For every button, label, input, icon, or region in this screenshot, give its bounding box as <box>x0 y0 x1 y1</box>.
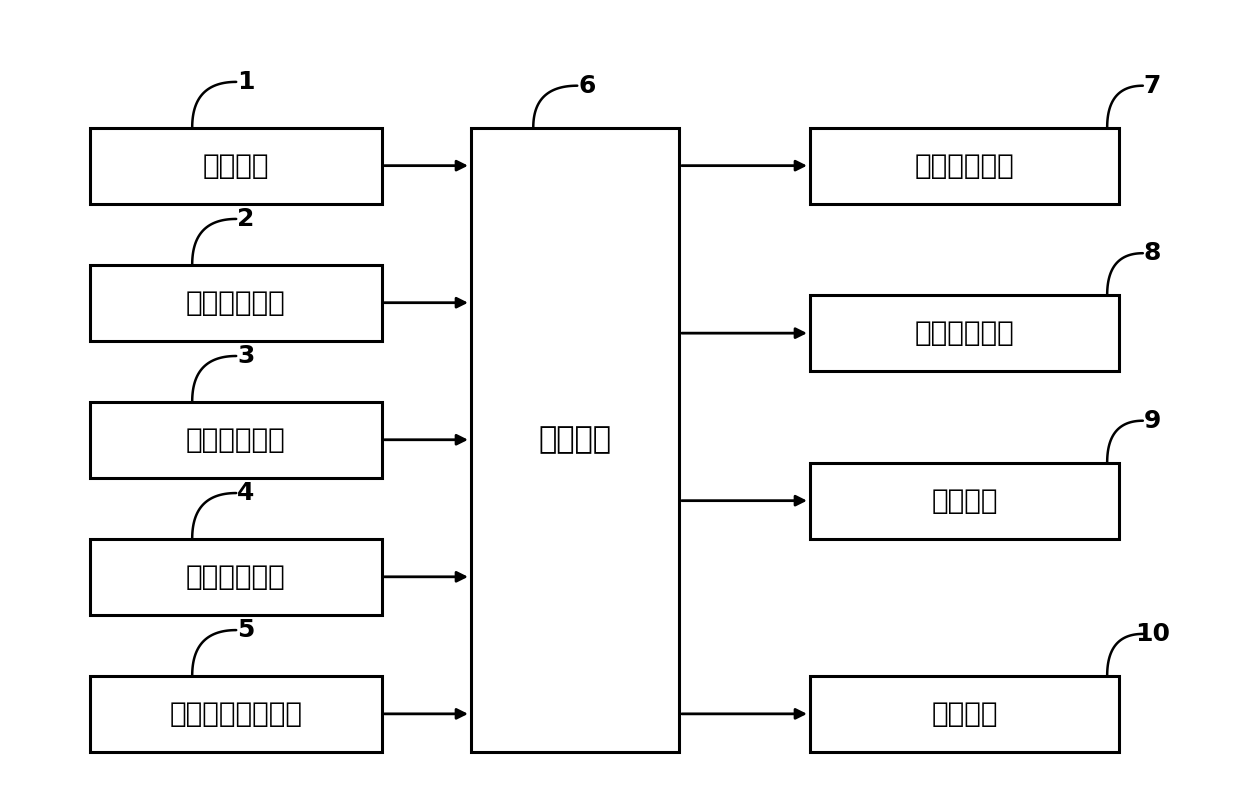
Text: 主控模块: 主控模块 <box>539 425 611 454</box>
Bar <box>90 676 382 752</box>
Text: 供电模块: 供电模块 <box>203 151 269 180</box>
Text: 显示模块: 显示模块 <box>932 700 997 728</box>
Text: 7: 7 <box>1144 74 1161 98</box>
Text: 电压检测模块: 电压检测模块 <box>186 426 286 454</box>
Text: 警报模块: 警报模块 <box>932 487 997 514</box>
Text: 10: 10 <box>1135 622 1170 646</box>
Text: 3: 3 <box>237 344 254 368</box>
Text: 5: 5 <box>237 618 254 642</box>
Bar <box>90 265 382 341</box>
Text: 电流检测模块: 电流检测模块 <box>186 288 286 317</box>
Text: 4: 4 <box>237 481 254 505</box>
Text: 1: 1 <box>237 70 254 94</box>
Text: 9: 9 <box>1144 409 1161 433</box>
Text: 2: 2 <box>237 207 254 231</box>
Bar <box>810 127 1119 203</box>
Text: 状态评估模块: 状态评估模块 <box>914 319 1015 347</box>
Text: 8: 8 <box>1144 241 1161 265</box>
Bar <box>90 127 382 203</box>
Bar <box>90 539 382 615</box>
Text: 故障建模模块: 故障建模模块 <box>914 151 1015 180</box>
Text: 6: 6 <box>579 74 596 98</box>
Bar <box>810 463 1119 539</box>
Text: 特征气体检测模块: 特征气体检测模块 <box>170 700 302 728</box>
Bar <box>471 128 679 752</box>
Bar <box>90 402 382 478</box>
Bar <box>810 295 1119 371</box>
Text: 温度检测模块: 温度检测模块 <box>186 563 286 590</box>
Bar <box>810 676 1119 752</box>
